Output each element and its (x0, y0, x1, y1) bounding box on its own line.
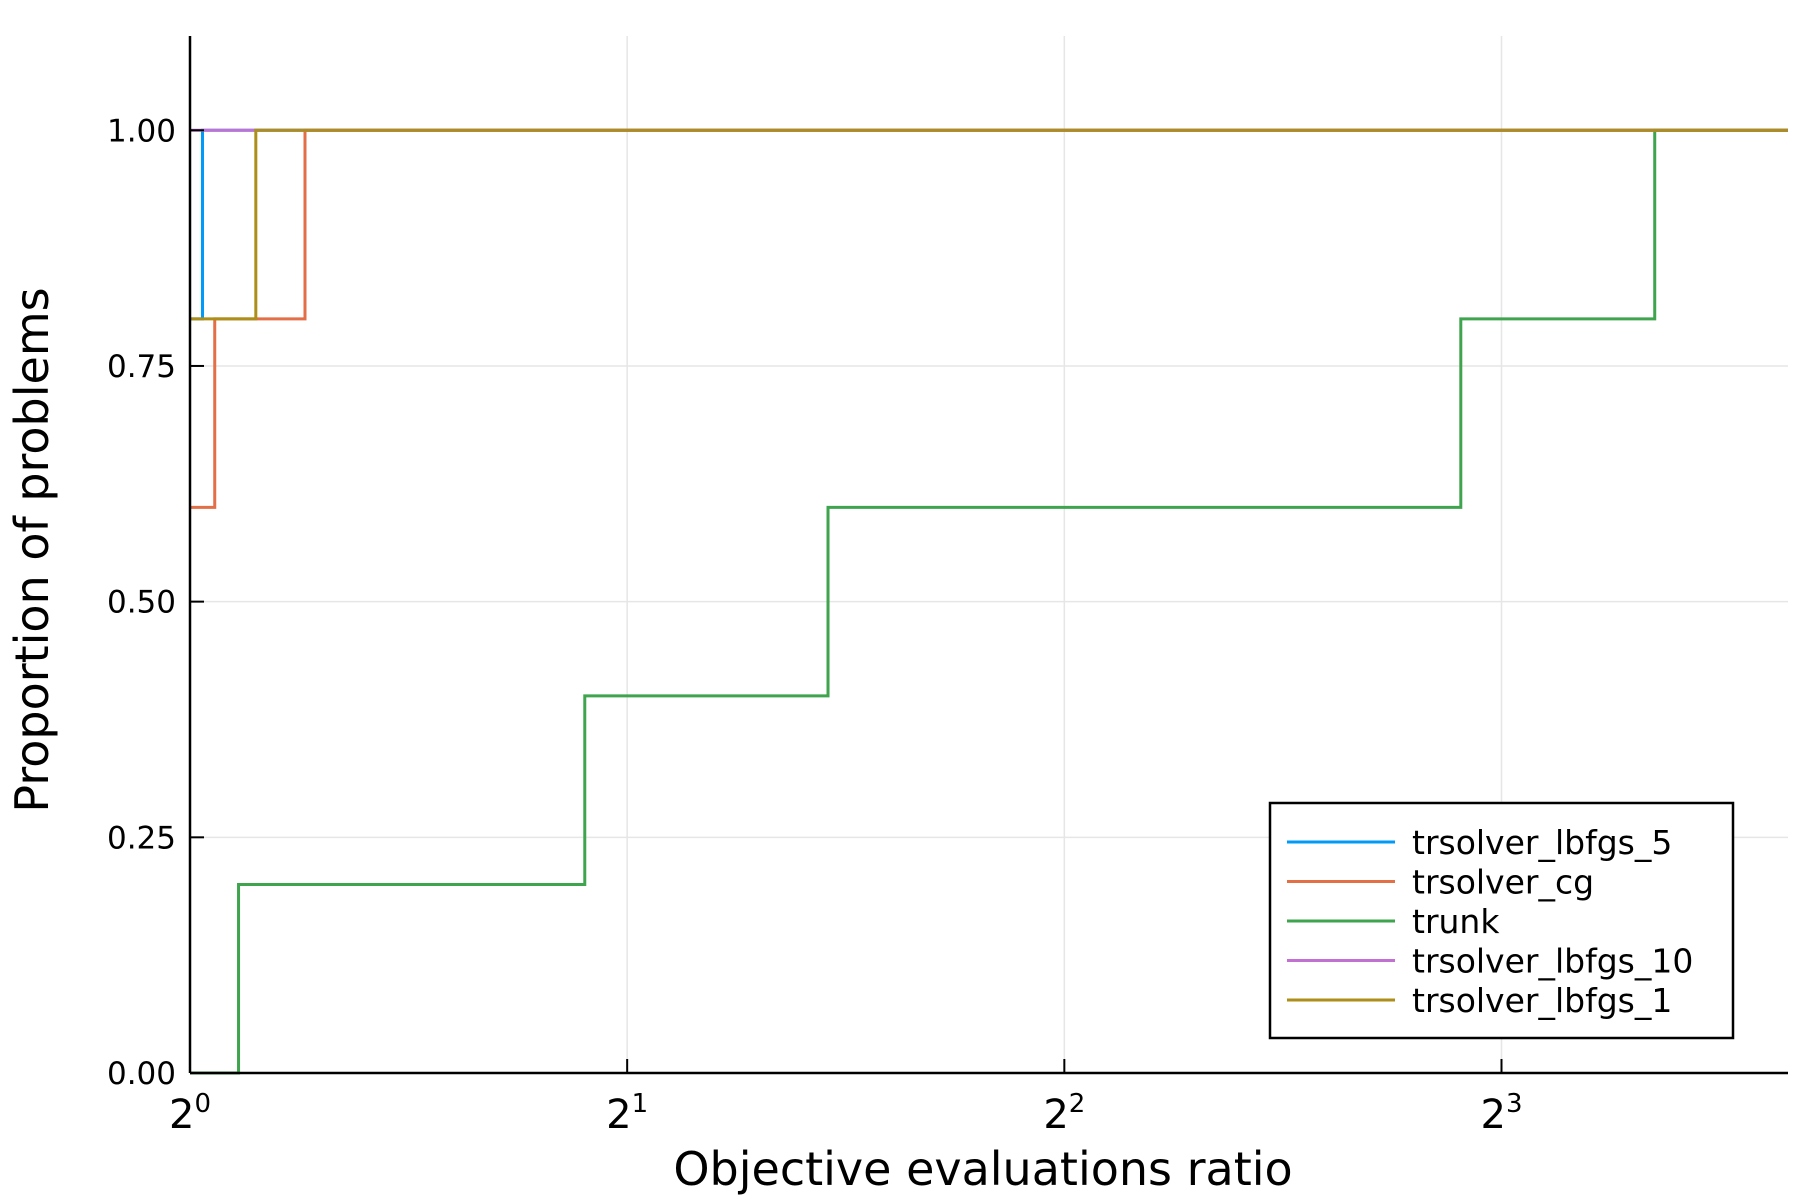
y-tick-label: 0.50 (107, 585, 176, 621)
y-tick-label: 1.00 (107, 113, 176, 149)
y-tick-label: 0.75 (107, 349, 176, 385)
x-tick-label: 22 (1043, 1089, 1085, 1138)
legend-label-trsolver-cg: trsolver_cg (1412, 863, 1594, 902)
legend-label-trsolver-lbfgs-5: trsolver_lbfgs_5 (1412, 823, 1672, 862)
legend-label-trsolver-lbfgs-10: trsolver_lbfgs_10 (1412, 942, 1693, 981)
x-tick-label: 21 (606, 1089, 648, 1138)
x-axis-title: Objective evaluations ratio (673, 1142, 1292, 1196)
tick-labels: 20 21 22 23 0.00 0.25 0.50 0.75 1.00 (107, 113, 1523, 1138)
axes (188, 36, 1788, 1075)
series-line-trunk (190, 128, 1788, 1075)
y-tick-label: 0.00 (107, 1056, 176, 1092)
legend-label-trsolver-lbfgs-1: trsolver_lbfgs_1 (1412, 981, 1672, 1020)
legend: trsolver_lbfgs_5trsolver_cgtrunktrsolver… (1268, 801, 1735, 1040)
legend-label-trunk: trunk (1412, 902, 1500, 941)
series-line-trsolver-lbfgs-1 (190, 128, 1788, 321)
series-layer (190, 128, 1788, 1075)
y-tick-label: 0.25 (107, 820, 176, 856)
y-axis-title: Proportion of problems (5, 287, 59, 812)
x-tick-label: 20 (169, 1089, 211, 1138)
x-tick-label: 23 (1481, 1089, 1523, 1138)
